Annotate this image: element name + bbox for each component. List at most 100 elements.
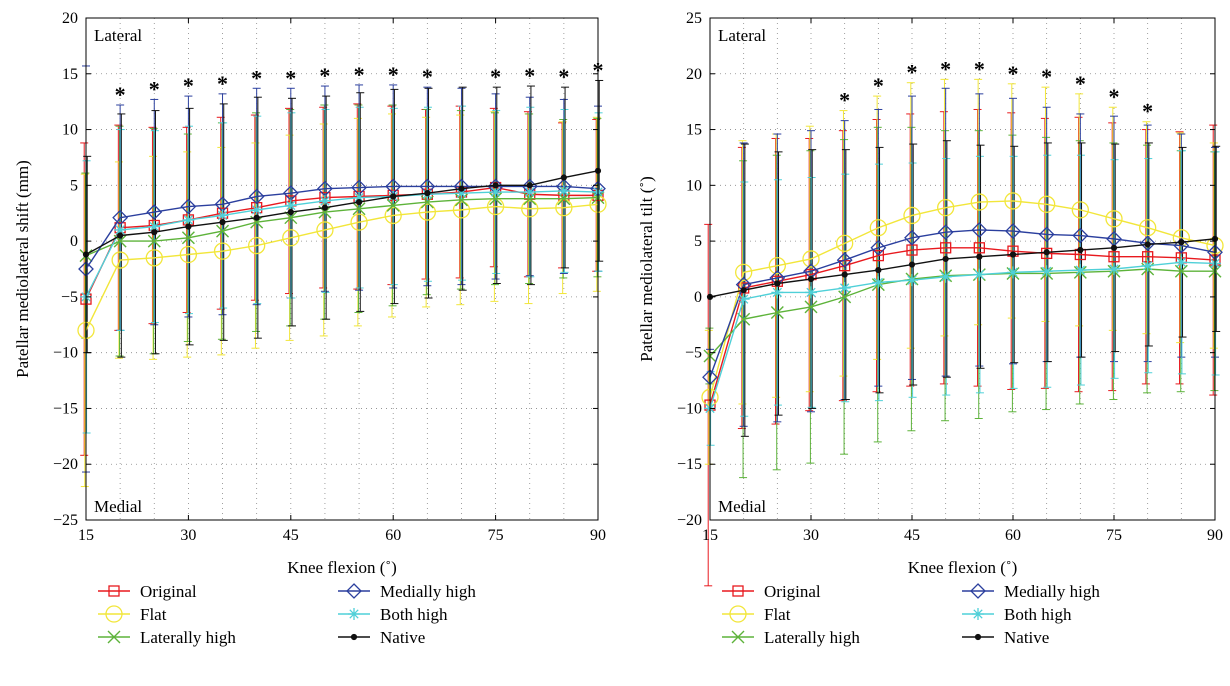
- legend-item-flat: Flat: [98, 605, 167, 624]
- data-point: [836, 234, 854, 252]
- data-point: [937, 198, 955, 217]
- chart-panel-2: * * * * * * * * * * 15 30 45 60 75 90 −20 −15 −10 −5 0 5 10 15 2…: [637, 10, 1224, 647]
- legend-marker: [732, 585, 744, 597]
- x-tick-label: 60: [385, 527, 401, 544]
- data-point: [355, 198, 363, 206]
- data-point: [145, 249, 163, 267]
- data-point: [1105, 210, 1123, 228]
- x-tick-label: 15: [702, 527, 718, 544]
- legend-marker: [970, 583, 986, 599]
- significance-star: *: [388, 62, 399, 87]
- x-tick-label: 90: [590, 527, 606, 544]
- data-point: [939, 270, 952, 283]
- legend-label: Both high: [380, 605, 448, 624]
- data-point: [181, 231, 195, 245]
- data-point: [384, 206, 402, 225]
- data-point: [1074, 264, 1087, 277]
- significance-star: *: [558, 64, 569, 89]
- series-line-laterally-high: [703, 262, 1222, 363]
- data-point: [179, 245, 198, 264]
- data-point: [147, 234, 161, 248]
- significance-star: *: [974, 56, 985, 81]
- data-point: [737, 293, 750, 306]
- data-point: [151, 229, 158, 236]
- significance-star: *: [1008, 61, 1019, 86]
- data-point: [1009, 251, 1017, 258]
- series-both-high: [82, 105, 603, 434]
- data-point: [802, 250, 820, 268]
- significance-star: *: [1109, 84, 1120, 109]
- data-point: [111, 251, 129, 269]
- data-point: [321, 204, 329, 211]
- data-point: [114, 223, 127, 236]
- legend-item-laterally-high: Laterally high: [722, 628, 860, 647]
- data-point: [350, 213, 368, 231]
- data-point: [1139, 235, 1156, 252]
- x-axis-label: Knee flexion (˚): [908, 558, 1018, 577]
- data-point: [248, 236, 266, 255]
- data-point: [146, 204, 163, 221]
- significance-star: *: [940, 56, 951, 81]
- data-point: [1043, 249, 1050, 256]
- data-point: [1007, 266, 1019, 279]
- y-tick-label: 25: [686, 10, 702, 27]
- legend-marker: [105, 605, 123, 623]
- legend-item-flat: Flat: [722, 605, 791, 624]
- legend-label: Flat: [140, 605, 167, 624]
- data-point: [390, 193, 397, 200]
- data-point: [870, 239, 887, 256]
- significance-star: *: [873, 73, 884, 98]
- y-tick-label: 15: [686, 122, 702, 139]
- series-line: [709, 229, 1216, 378]
- data-point: [1141, 259, 1154, 272]
- data-point: [872, 276, 885, 289]
- x-tick-label: 30: [803, 527, 819, 544]
- data-point: [182, 213, 195, 226]
- data-point: [908, 261, 916, 268]
- legend-item-medially-high: Medially high: [962, 582, 1100, 601]
- data-point: [937, 224, 954, 241]
- y-tick-label: −15: [677, 456, 702, 473]
- series-original: [80, 103, 601, 456]
- legend-label: Flat: [764, 605, 791, 624]
- significance-star: *: [251, 65, 262, 90]
- y-tick-label: 5: [70, 177, 78, 194]
- x-tick-label: 75: [1106, 527, 1122, 544]
- data-point: [976, 253, 983, 260]
- data-point: [1108, 263, 1120, 275]
- data-point: [737, 312, 751, 326]
- legend-marker: [346, 583, 362, 599]
- data-point: [1175, 256, 1188, 269]
- data-point: [942, 255, 949, 263]
- significance-star: *: [907, 60, 918, 85]
- legend-label: Medially high: [1004, 582, 1100, 601]
- significance-star: *: [115, 82, 126, 107]
- data-point: [219, 219, 226, 226]
- y-tick-label: −20: [677, 512, 702, 529]
- significance-markers: * * * * * * * * * *: [839, 56, 1153, 123]
- legend-label: Native: [380, 628, 425, 647]
- legend-label: Original: [140, 582, 197, 601]
- data-point: [872, 249, 884, 262]
- y-tick-label: 20: [62, 10, 78, 27]
- data-point: [903, 206, 921, 225]
- x-tick-label: 75: [488, 527, 504, 544]
- y-axis-label: Patellar mediolateral shift (mm): [13, 160, 32, 378]
- significance-star: *: [149, 76, 160, 101]
- x-tick-label: 45: [904, 527, 920, 544]
- data-point: [489, 192, 503, 206]
- x-tick-label: 15: [78, 527, 94, 544]
- data-point: [318, 194, 331, 207]
- legend-label: Laterally high: [140, 628, 236, 647]
- legend-item-native: Native: [962, 628, 1049, 647]
- data-point: [284, 199, 297, 212]
- significance-star: *: [422, 64, 433, 89]
- legend-item-original: Original: [98, 582, 197, 601]
- y-tick-label: 10: [62, 122, 78, 139]
- data-point: [1173, 237, 1190, 254]
- data-point: [523, 192, 537, 206]
- data-point: [452, 201, 471, 219]
- significance-star: *: [524, 63, 535, 88]
- legend-label: Laterally high: [764, 628, 860, 647]
- legend-item-both-high: Both high: [338, 605, 448, 624]
